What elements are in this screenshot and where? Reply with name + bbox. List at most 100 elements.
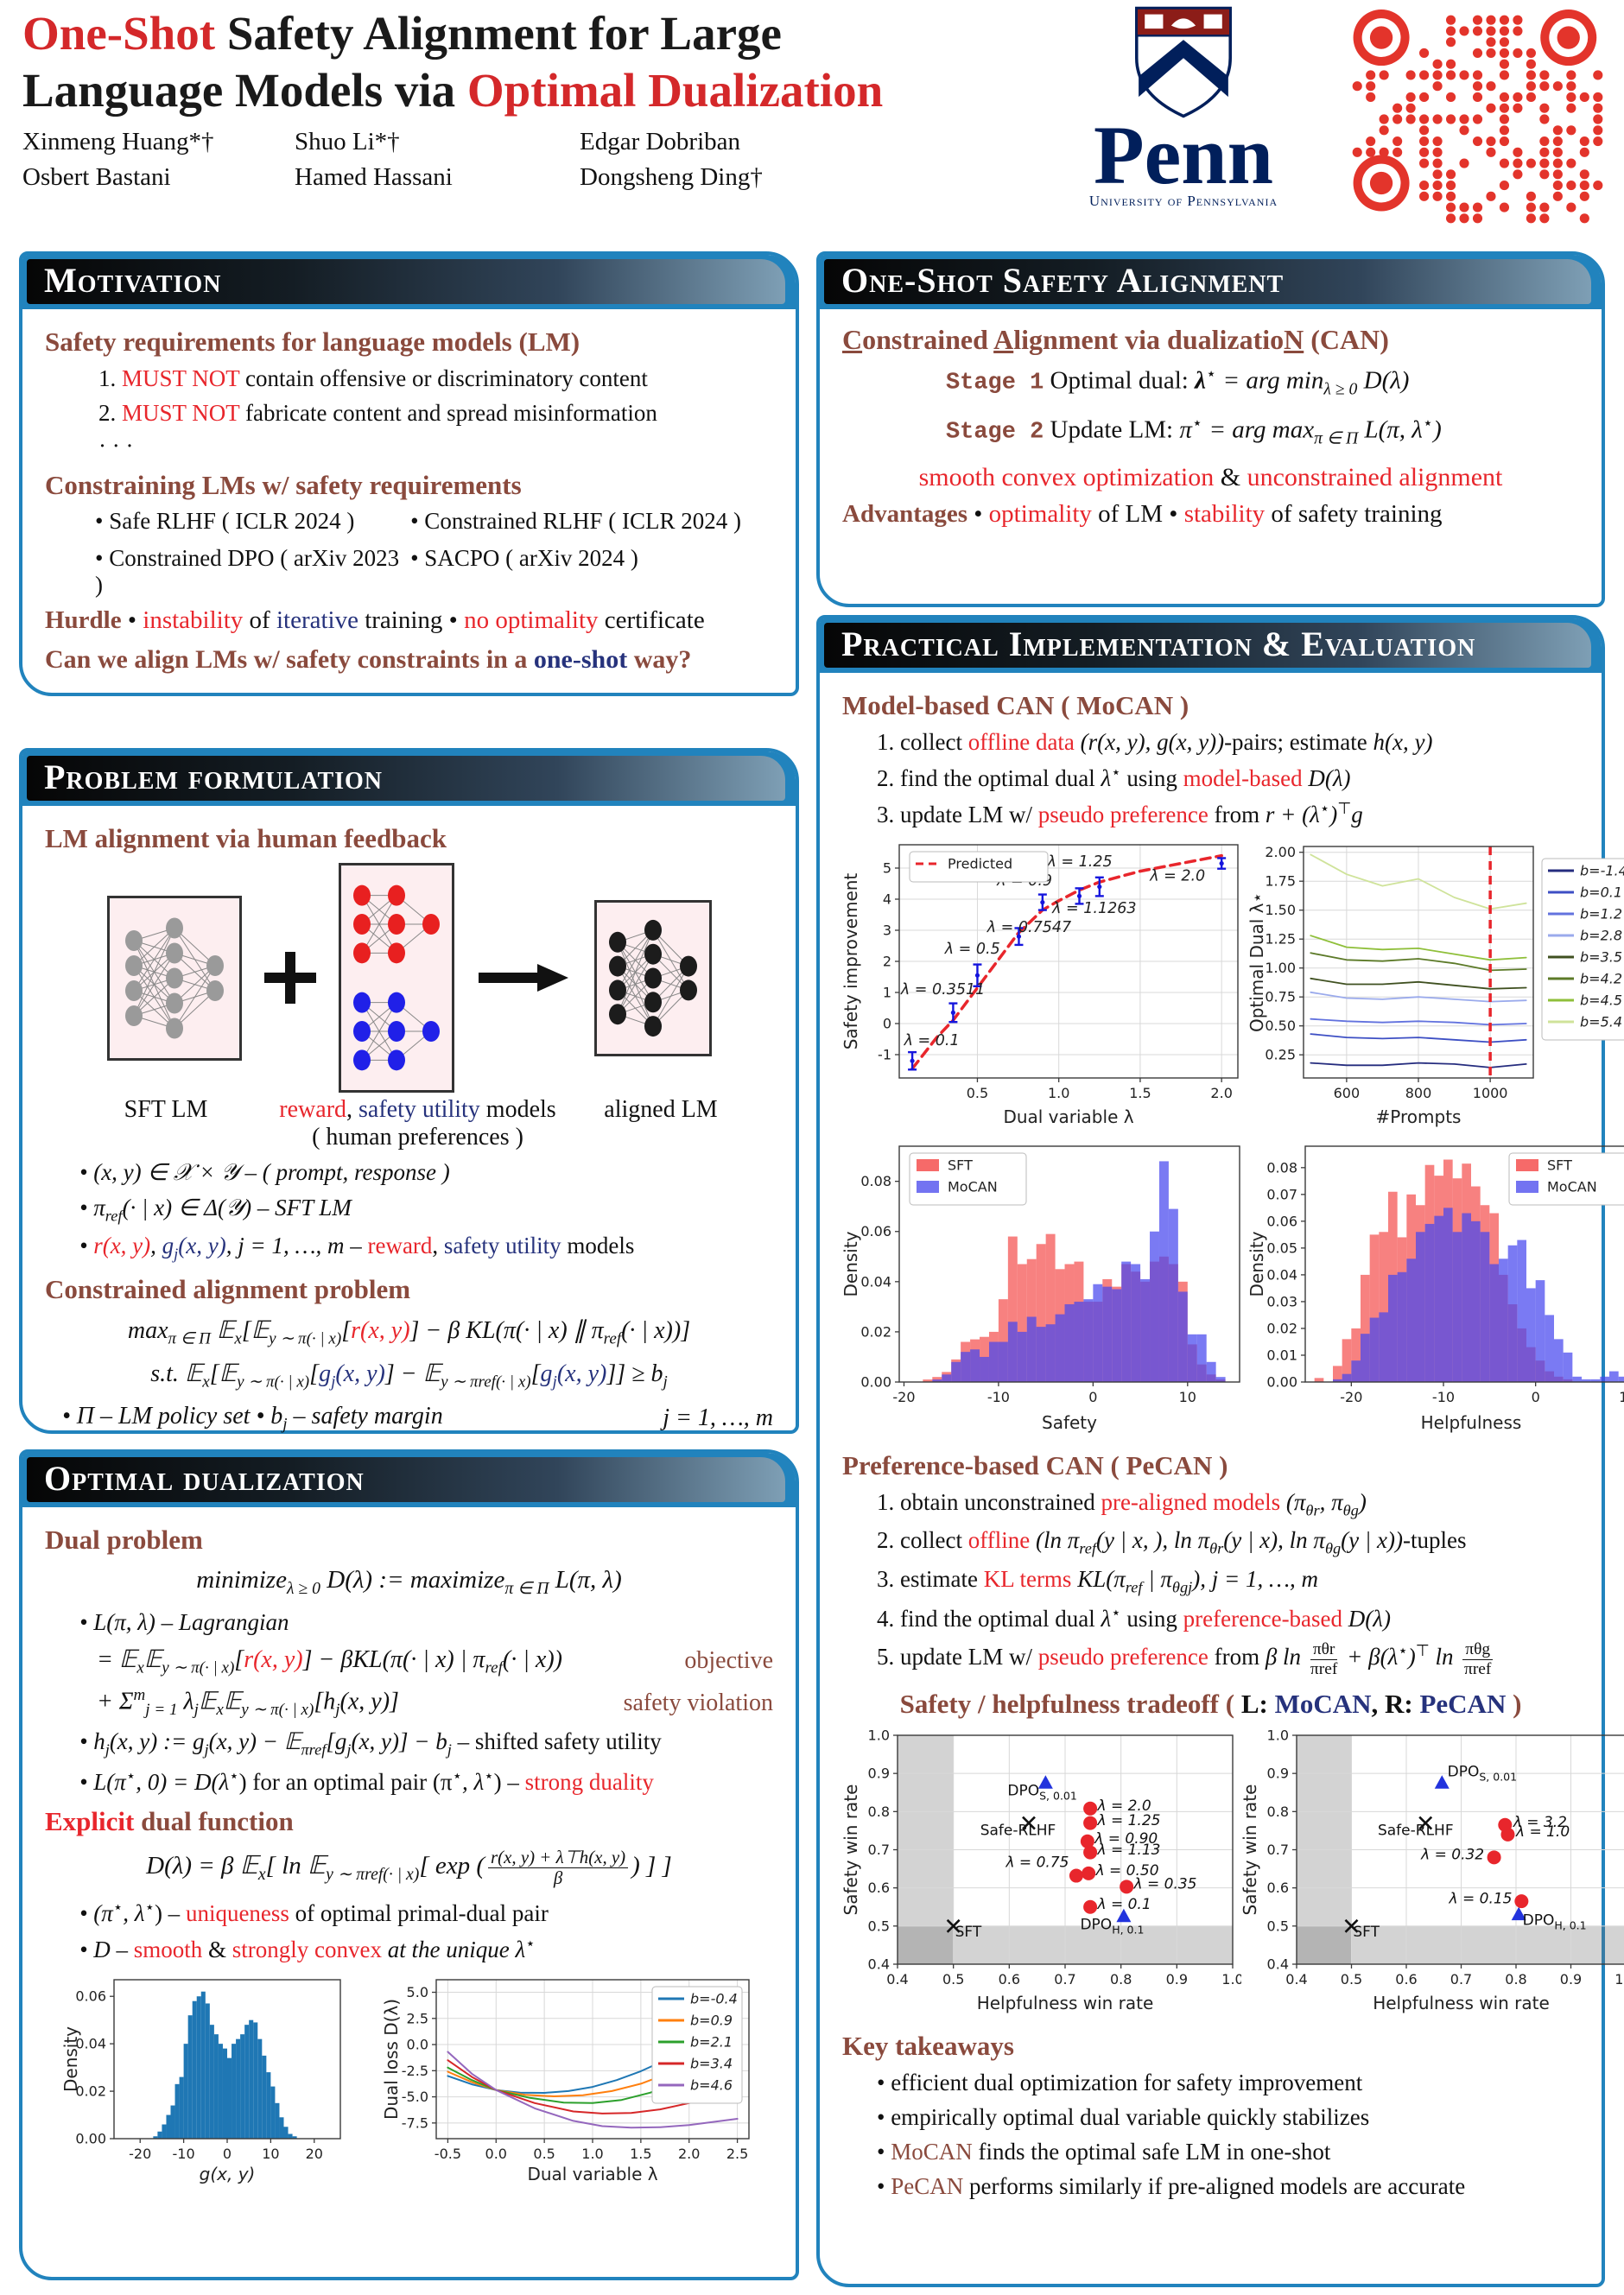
svg-text:0.04: 0.04 xyxy=(860,1273,891,1290)
svg-text:0.01: 0.01 xyxy=(1266,1347,1297,1363)
svg-text:-0.5: -0.5 xyxy=(435,2146,461,2162)
svg-text:0.00: 0.00 xyxy=(76,2130,107,2146)
svg-text:0.0: 0.0 xyxy=(406,2036,428,2052)
svg-text:-10: -10 xyxy=(173,2146,195,2162)
svg-text:-20: -20 xyxy=(892,1389,915,1405)
svg-text:2.0: 2.0 xyxy=(678,2146,700,2162)
svg-text:-20: -20 xyxy=(129,2146,151,2162)
svg-text:0.02: 0.02 xyxy=(76,2083,107,2099)
svg-text:b=4.2: b=4.2 xyxy=(1580,971,1622,987)
svg-text:λ = 1.0: λ = 1.0 xyxy=(1515,1823,1570,1841)
stage-2-line: Stage 2 Update LM: π⋆ = arg maxπ ∈ Π L(π… xyxy=(946,414,1442,448)
svg-text:Density: Density xyxy=(62,2026,81,2091)
svg-text:0.7: 0.7 xyxy=(868,1842,890,1858)
bullet-prompt-response: • (x, y) ∈ 𝒳 × 𝒴 – ( prompt, response ) xyxy=(79,1159,450,1185)
heading-lm-alignment: LM alignment via human feedback xyxy=(45,823,447,853)
svg-text:0.5: 0.5 xyxy=(533,2146,555,2162)
svg-text:b=0.9: b=0.9 xyxy=(690,2012,733,2028)
svg-text:1.5: 1.5 xyxy=(1129,1085,1151,1101)
svg-text:0.6: 0.6 xyxy=(1267,1880,1289,1896)
svg-text:#Prompts: #Prompts xyxy=(1376,1106,1462,1127)
svg-text:0.50: 0.50 xyxy=(1265,1018,1296,1034)
svg-text:2.0: 2.0 xyxy=(1210,1085,1232,1101)
svg-text:10: 10 xyxy=(262,2146,279,2162)
svg-text:0.7: 0.7 xyxy=(1054,1971,1075,1988)
svg-text:λ = 0.32: λ = 0.32 xyxy=(1420,1846,1484,1863)
svg-text:Helpfulness win rate: Helpfulness win rate xyxy=(977,1993,1154,2013)
requirement-2: 2. MUST NOT fabricate content and spread… xyxy=(98,400,657,426)
svg-text:1.25: 1.25 xyxy=(1265,931,1296,948)
svg-text:λ = 0.75: λ = 0.75 xyxy=(1005,1854,1069,1871)
svg-text:0.5: 0.5 xyxy=(868,1918,890,1934)
svg-text:0.8: 0.8 xyxy=(868,1804,890,1820)
bullet-uniqueness: • (π⋆, λ⋆) – uniqueness of optimal prima… xyxy=(79,1898,549,1926)
author: Edgar Dobriban xyxy=(580,128,741,155)
poster-title: One-Shot Safety Alignment for Large Lang… xyxy=(22,5,883,119)
svg-text:Dual variable λ: Dual variable λ xyxy=(527,2164,657,2184)
penn-subtitle: University of Pennsylvania xyxy=(1088,193,1278,210)
svg-text:0.02: 0.02 xyxy=(1266,1320,1297,1336)
panel-one-shot-title: One-Shot Safety Alignment xyxy=(824,259,1591,304)
author-list: Xinmeng Huang*† Shuo Li*† Edgar Dobriban… xyxy=(22,128,865,192)
svg-text:Helpfulness: Helpfulness xyxy=(1421,1412,1522,1433)
explicit-dual-formula: D(λ) = β 𝔼x[ ln 𝔼y ∼ πref(· | x)[ exp (r… xyxy=(146,1846,672,1888)
pecan-step-2: 2. collect offline (ln πref(y | x, ), ln… xyxy=(877,1527,1467,1557)
svg-text:0.07: 0.07 xyxy=(1266,1186,1297,1202)
svg-text:b=3.5: b=3.5 xyxy=(1580,949,1622,966)
svg-text:0: 0 xyxy=(1532,1389,1540,1405)
author: Shuo Li*† xyxy=(295,128,400,155)
label-objective: objective xyxy=(684,1647,773,1675)
svg-text:Safe-RLHF: Safe-RLHF xyxy=(980,1823,1056,1840)
svg-text:0.5: 0.5 xyxy=(1267,1918,1289,1934)
svg-text:0.7: 0.7 xyxy=(1267,1842,1289,1858)
lagrangian-violation: + Σmj = 1 λj𝔼x𝔼y ∼ π(· | x)[hj(x, y)] xyxy=(97,1686,399,1720)
caption-human-preferences: ( human preferences ) xyxy=(312,1124,523,1151)
svg-text:0.5: 0.5 xyxy=(1341,1971,1362,1988)
svg-text:λ = 1.25: λ = 1.25 xyxy=(1097,1812,1161,1829)
panel-practical: Practical Implementation & Evaluation Mo… xyxy=(816,615,1624,2287)
method-sacpo: • SACPO ( arXiv 2024 ) xyxy=(410,545,638,571)
svg-text:λ = 3.2: λ = 3.2 xyxy=(1513,1814,1567,1831)
svg-text:-7.5: -7.5 xyxy=(402,2114,428,2131)
dual-problem-formula: minimizeλ ≥ 0 D(λ) := maximizeπ ∈ Π L(π,… xyxy=(196,1566,622,1598)
smooth-convex-line: smooth convex optimization & unconstrain… xyxy=(918,462,1503,491)
heading-can: Constrained Alignment via dualizatioN (C… xyxy=(842,324,1389,355)
footnote-j-range: j = 1, …, m xyxy=(663,1404,773,1432)
panel-problem-header: Problem formulation xyxy=(22,751,796,806)
panel-problem-formulation: Problem formulation LM alignment via hum… xyxy=(19,748,799,1434)
svg-text:b=1.2: b=1.2 xyxy=(1580,906,1622,922)
author: Hamed Hassani xyxy=(295,163,453,191)
heading-safety-requirements: Safety requirements for language models … xyxy=(45,326,580,357)
heading-mocan: Model-based CAN ( MoCAN ) xyxy=(842,690,1189,720)
svg-text:λ = 0.3511: λ = 0.3511 xyxy=(900,981,985,999)
svg-text:1.50: 1.50 xyxy=(1265,902,1296,918)
svg-text:SFT: SFT xyxy=(1353,1924,1380,1941)
requirement-1: 1. MUST NOT contain offensive or discrim… xyxy=(98,365,648,391)
svg-text:Dual variable λ: Dual variable λ xyxy=(1003,1106,1133,1127)
svg-text:0.6: 0.6 xyxy=(999,1971,1020,1988)
tradeoff-pecan-chart: DPOS, 0.01 Safe-RLHF SFT DPOH, 0.1 λ = 3.2 λ … xyxy=(1240,1727,1624,2020)
svg-text:0.7: 0.7 xyxy=(1450,1971,1472,1988)
takeaway-1: • efficient dual optimization for safety… xyxy=(877,2069,1363,2095)
svg-text:Dual loss D(λ): Dual loss D(λ) xyxy=(383,1999,402,2120)
svg-text:1: 1 xyxy=(883,985,891,1001)
aligned-network-icon xyxy=(593,899,712,1056)
svg-text:1.0: 1.0 xyxy=(1048,1085,1069,1101)
svg-text:Safety win rate: Safety win rate xyxy=(842,1784,861,1915)
method-safe-rlhf: • Safe RLHF ( ICLR 2024 ) xyxy=(95,508,355,534)
pecan-step-3: 3. estimate KL terms KL(πref | πθgj), j … xyxy=(877,1565,1318,1596)
svg-text:λ = 2.0: λ = 2.0 xyxy=(1097,1797,1151,1815)
pecan-step-1: 1. obtain unconstrained pre-aligned mode… xyxy=(877,1489,1367,1519)
title-line-1: One-Shot Safety Alignment for Large xyxy=(22,7,782,60)
svg-text:0.8: 0.8 xyxy=(1267,1804,1289,1820)
svg-text:1000: 1000 xyxy=(1473,1085,1508,1101)
svg-text:1.5: 1.5 xyxy=(630,2146,651,2162)
pecan-step-5: 5. update LM w/ pseudo preference from β… xyxy=(877,1640,1494,1678)
qr-code xyxy=(1337,3,1618,235)
svg-text:b=2.8: b=2.8 xyxy=(1580,928,1622,944)
svg-text:λ = 1.25: λ = 1.25 xyxy=(1047,853,1113,871)
svg-text:Helpfulness win rate: Helpfulness win rate xyxy=(1373,1993,1550,2013)
svg-text:λ = 1.1263: λ = 1.1263 xyxy=(1051,900,1136,917)
hurdle-line: Hurdle • instability of iterative traini… xyxy=(45,606,705,634)
